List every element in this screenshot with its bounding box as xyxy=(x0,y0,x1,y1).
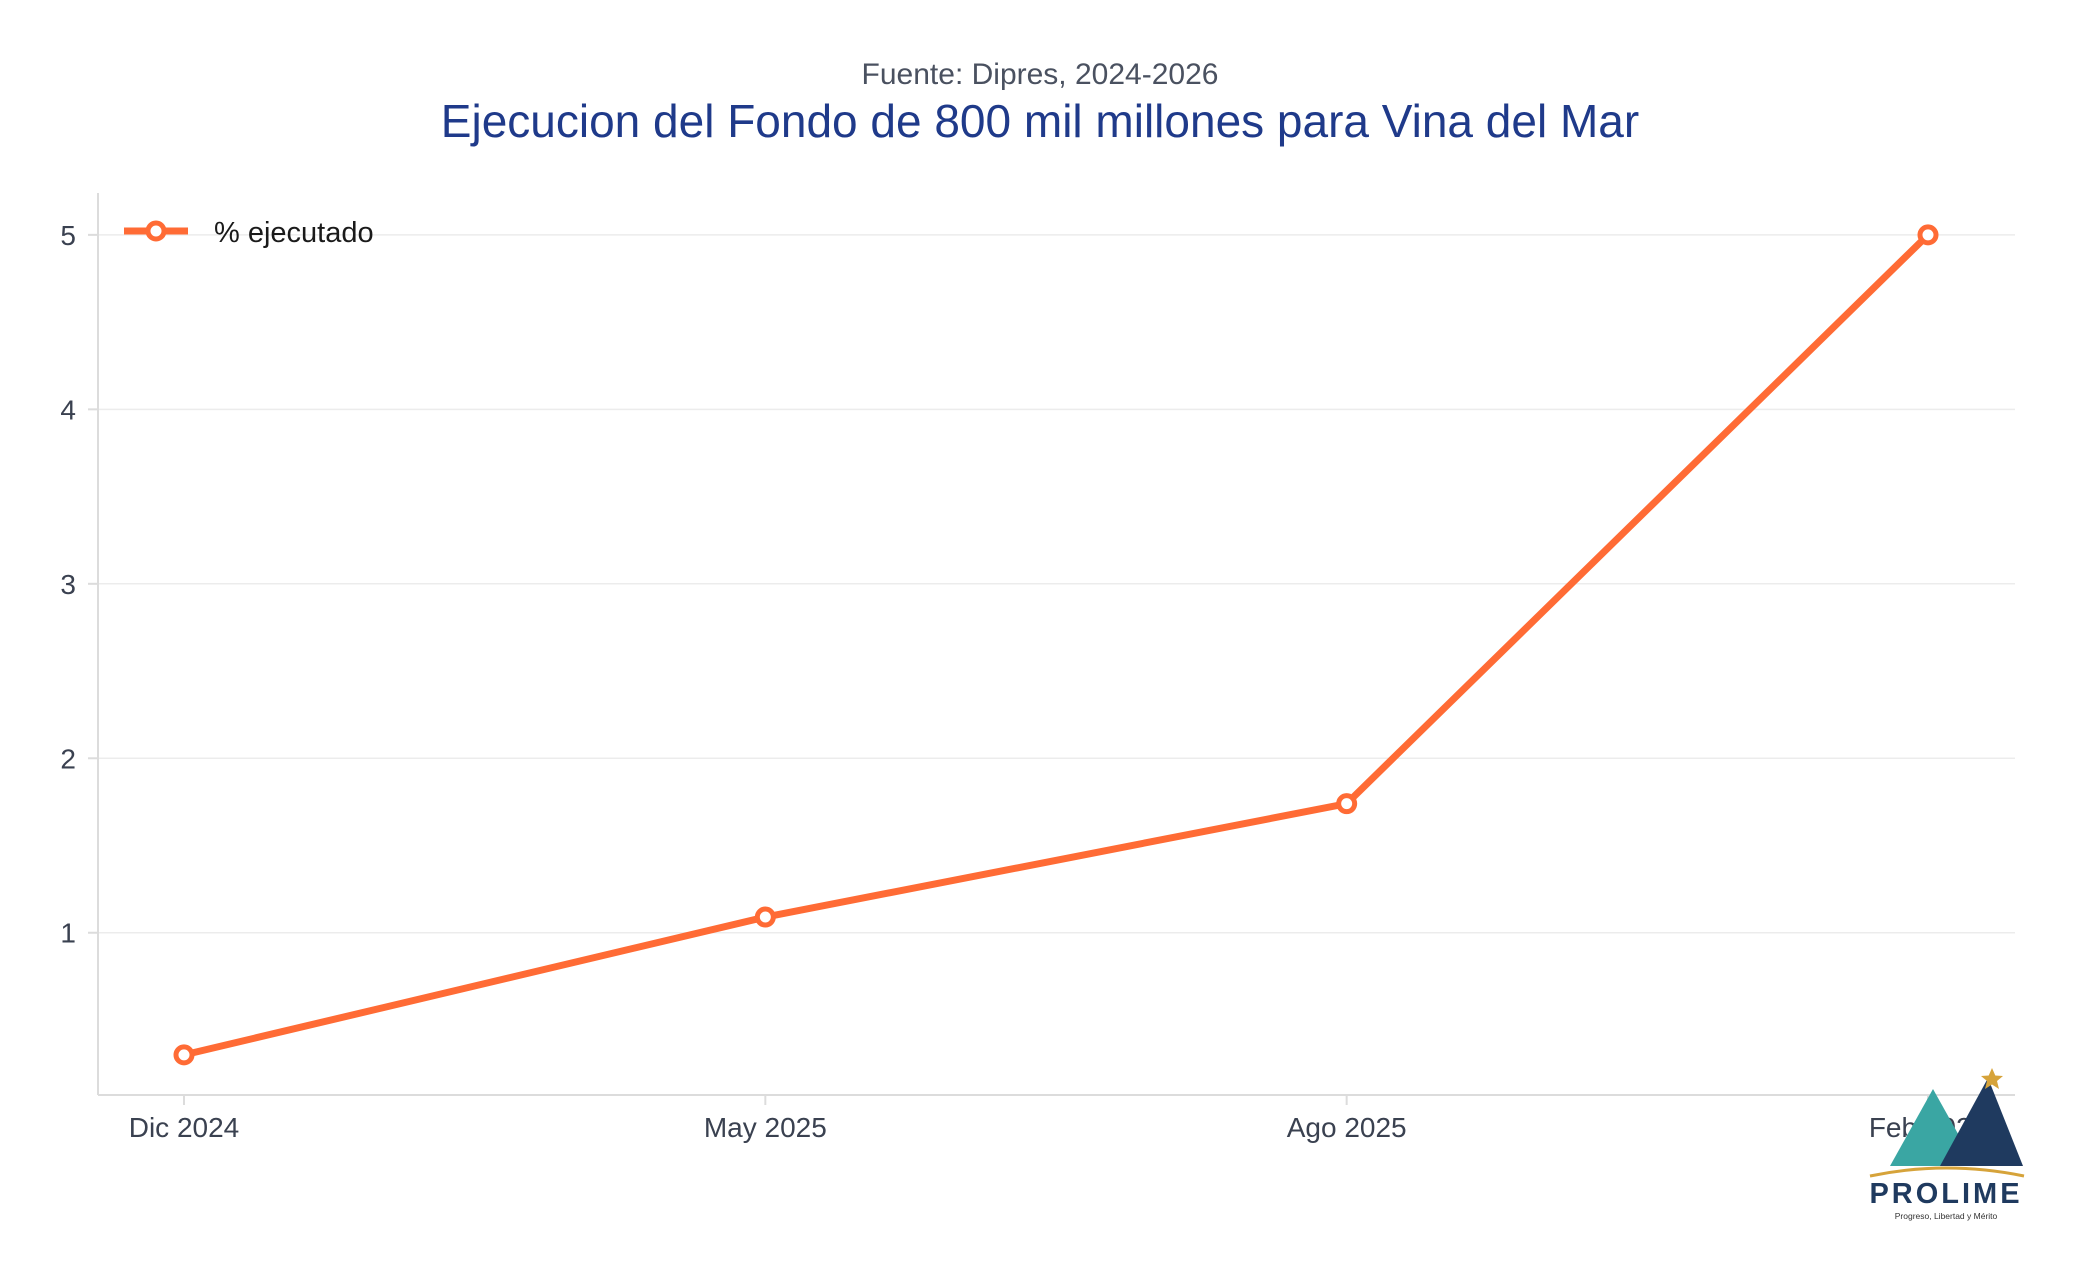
prolime-logo: PROLIME Progreso, Libertad y Mérito xyxy=(1869,1068,2025,1221)
y-tick-label: 4 xyxy=(60,394,76,425)
chart-title: Ejecucion del Fondo de 800 mil millones … xyxy=(441,95,1639,147)
logo-wordmark: PROLIME xyxy=(1869,1178,2022,1210)
axes xyxy=(88,193,2015,1105)
legend-point-marker xyxy=(145,220,167,242)
x-tick-label: Dic 2024 xyxy=(129,1112,240,1143)
y-tick-label: 2 xyxy=(60,743,76,774)
logo-tagline: Progreso, Libertad y Mérito xyxy=(1895,1211,1998,1221)
series-line xyxy=(180,231,1932,1059)
data-point xyxy=(173,1044,195,1066)
x-tick-label: Ago 2025 xyxy=(1287,1112,1407,1143)
y-tick-label: 5 xyxy=(60,220,76,251)
data-point xyxy=(754,906,776,928)
y-tick-label: 1 xyxy=(60,918,76,949)
star-icon xyxy=(1981,1068,2003,1089)
mountain-navy-icon xyxy=(1940,1078,2023,1166)
data-point xyxy=(1917,224,1939,246)
y-tick-label: 3 xyxy=(60,569,76,600)
legend-label: % ejecutado xyxy=(214,217,374,249)
logo-arc-icon xyxy=(1869,1166,2025,1178)
series-layer xyxy=(173,224,1939,1066)
gridlines xyxy=(98,234,2015,934)
legend: % ejecutado xyxy=(124,217,374,249)
chart-subtitle: Fuente: Dipres, 2024-2026 xyxy=(862,58,1219,91)
x-tick-label: May 2025 xyxy=(704,1112,827,1143)
data-point xyxy=(1336,793,1358,815)
